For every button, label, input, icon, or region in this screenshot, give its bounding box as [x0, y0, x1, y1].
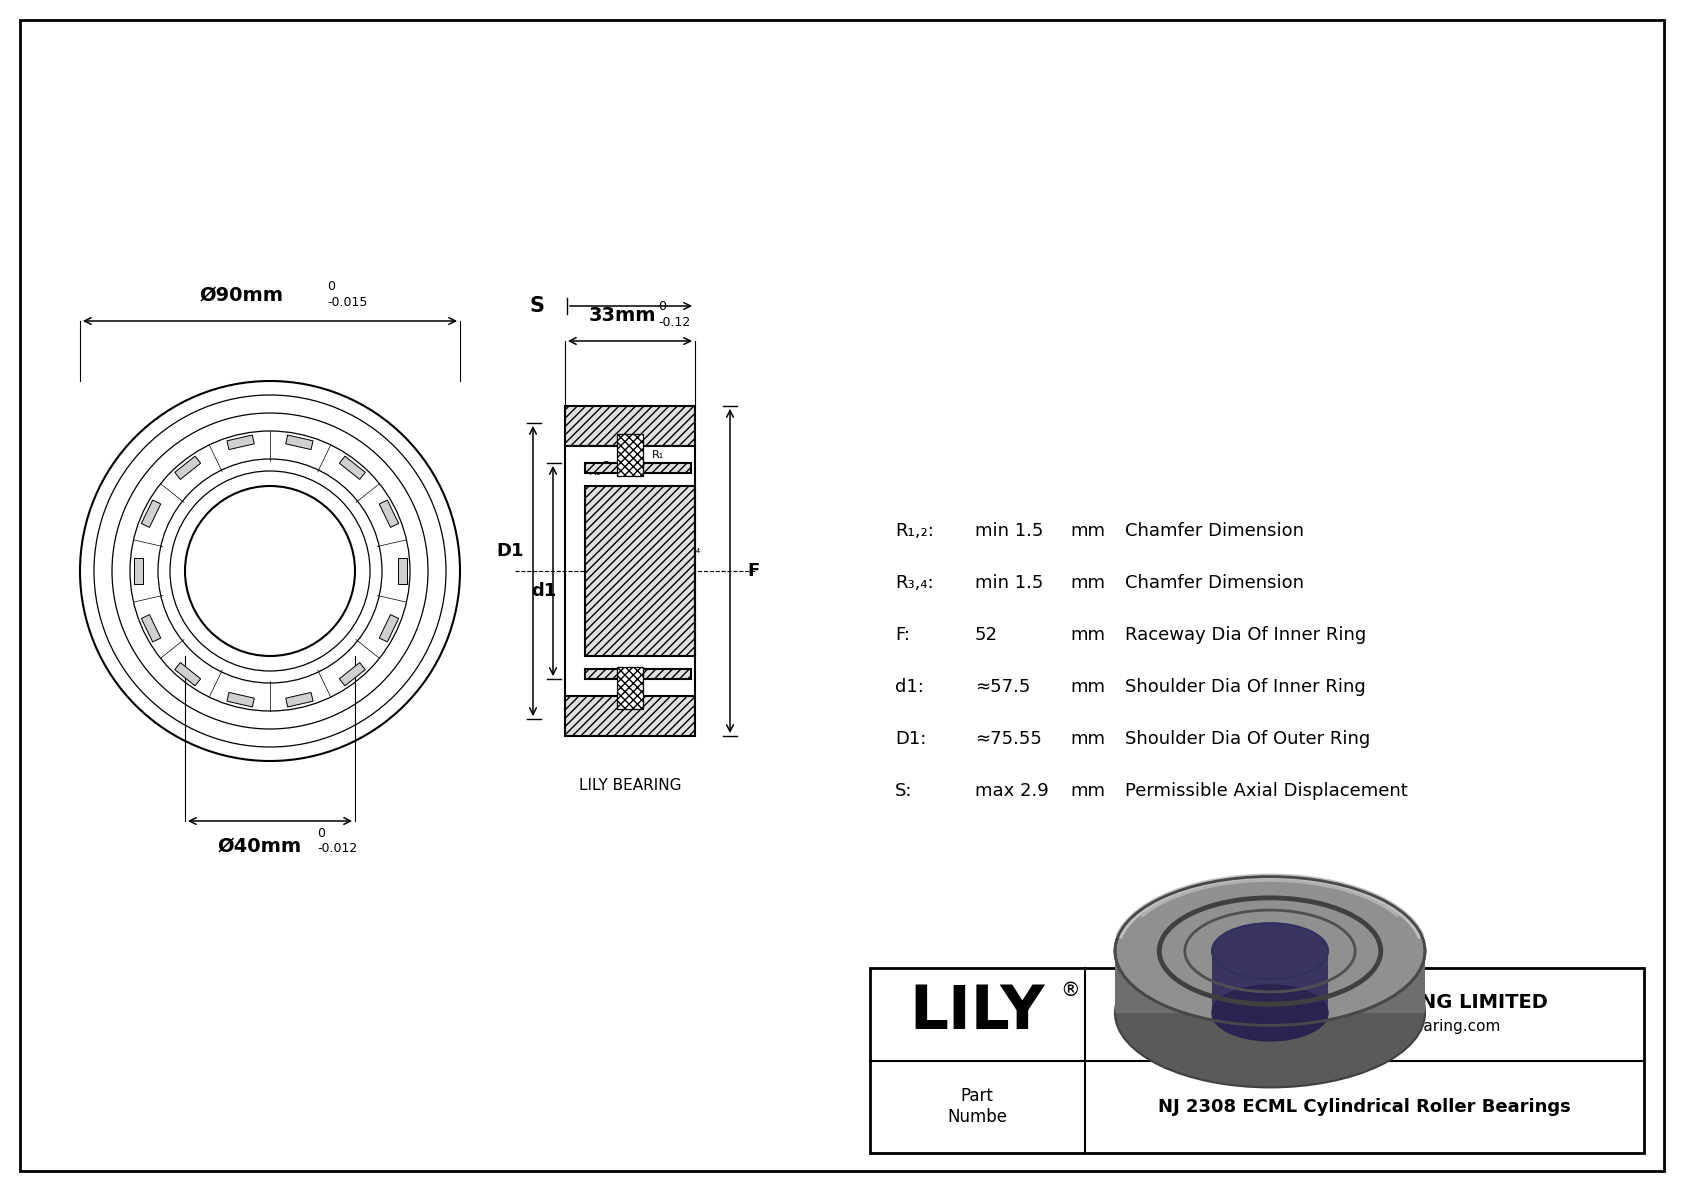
Bar: [584, 463, 690, 473]
Bar: [175, 662, 200, 686]
Bar: [584, 463, 690, 473]
Bar: [397, 559, 406, 584]
Bar: [340, 662, 365, 686]
Text: mm: mm: [1069, 678, 1105, 696]
Text: -0.012: -0.012: [317, 842, 357, 855]
Ellipse shape: [1115, 877, 1425, 1025]
Text: d1:: d1:: [894, 678, 925, 696]
Text: F:: F:: [894, 626, 909, 644]
Text: LILY BEARING: LILY BEARING: [579, 779, 682, 793]
Bar: [286, 435, 313, 449]
Text: D1:: D1:: [894, 730, 926, 748]
Text: F: F: [748, 562, 759, 580]
Polygon shape: [1115, 950, 1425, 1014]
Text: R₃,₄:: R₃,₄:: [894, 574, 933, 592]
Text: R₁,₂:: R₁,₂:: [894, 522, 935, 540]
Text: mm: mm: [1069, 522, 1105, 540]
Text: 52: 52: [975, 626, 999, 644]
Text: Part
Numbe: Part Numbe: [946, 1087, 1007, 1127]
Bar: [871, 968, 1644, 1153]
Text: R₁: R₁: [652, 450, 663, 460]
Text: mm: mm: [1069, 782, 1105, 800]
Text: LILY: LILY: [909, 983, 1044, 1042]
Text: S: S: [529, 297, 544, 316]
Text: Shoulder Dia Of Inner Ring: Shoulder Dia Of Inner Ring: [1125, 678, 1366, 696]
Bar: [141, 615, 160, 642]
Text: Chamfer Dimension: Chamfer Dimension: [1125, 574, 1303, 592]
Text: R₂: R₂: [603, 461, 615, 470]
Bar: [566, 696, 695, 736]
Text: ≈57.5: ≈57.5: [975, 678, 1031, 696]
Text: R₂: R₂: [633, 464, 647, 474]
Text: -0.12: -0.12: [658, 316, 690, 329]
Text: mm: mm: [1069, 730, 1105, 748]
Text: R₃: R₃: [677, 559, 689, 569]
Text: min 1.5: min 1.5: [975, 574, 1044, 592]
Text: 0: 0: [327, 280, 335, 293]
Bar: [133, 559, 143, 584]
Bar: [616, 434, 643, 475]
Bar: [175, 456, 200, 480]
Text: mm: mm: [1069, 574, 1105, 592]
Bar: [584, 669, 690, 679]
Text: Ø40mm: Ø40mm: [217, 837, 301, 856]
Text: Chamfer Dimension: Chamfer Dimension: [1125, 522, 1303, 540]
Text: D1: D1: [497, 542, 524, 560]
Bar: [379, 500, 399, 528]
Text: max 2.9: max 2.9: [975, 782, 1049, 800]
Bar: [379, 615, 399, 642]
Text: d1: d1: [532, 582, 557, 600]
Text: min 1.5: min 1.5: [975, 522, 1044, 540]
Text: 0: 0: [658, 300, 665, 313]
Text: ≈75.55: ≈75.55: [975, 730, 1042, 748]
Bar: [340, 456, 365, 480]
Bar: [616, 434, 643, 475]
Text: Raceway Dia Of Inner Ring: Raceway Dia Of Inner Ring: [1125, 626, 1366, 644]
Bar: [141, 500, 160, 528]
Ellipse shape: [1115, 939, 1425, 1087]
Bar: [616, 667, 643, 709]
Text: R₁: R₁: [589, 467, 601, 478]
Bar: [616, 667, 643, 709]
Text: SHANGHAI LILY BEARING LIMITED: SHANGHAI LILY BEARING LIMITED: [1182, 993, 1548, 1012]
Text: S:: S:: [894, 782, 913, 800]
Text: R₄: R₄: [689, 545, 701, 555]
Text: Ø90mm: Ø90mm: [200, 286, 285, 305]
Bar: [584, 486, 695, 656]
Ellipse shape: [1212, 985, 1329, 1041]
Ellipse shape: [1212, 923, 1329, 979]
Text: NJ 2308 ECML Cylindrical Roller Bearings: NJ 2308 ECML Cylindrical Roller Bearings: [1159, 1098, 1571, 1116]
Text: Email: lilybearing@lily-bearing.com: Email: lilybearing@lily-bearing.com: [1229, 1018, 1500, 1034]
Polygon shape: [1212, 950, 1329, 1014]
Text: Shoulder Dia Of Outer Ring: Shoulder Dia Of Outer Ring: [1125, 730, 1371, 748]
Bar: [227, 435, 254, 449]
Bar: [584, 669, 690, 679]
Bar: [566, 406, 695, 445]
Text: Permissible Axial Displacement: Permissible Axial Displacement: [1125, 782, 1408, 800]
Bar: [566, 696, 695, 736]
Text: 33mm: 33mm: [588, 306, 655, 325]
Text: -0.015: -0.015: [327, 297, 367, 308]
Bar: [286, 692, 313, 707]
Bar: [566, 406, 695, 445]
Bar: [227, 692, 254, 707]
Text: ®: ®: [1061, 981, 1079, 1000]
Bar: [584, 486, 695, 656]
Text: 0: 0: [317, 827, 325, 840]
Text: mm: mm: [1069, 626, 1105, 644]
